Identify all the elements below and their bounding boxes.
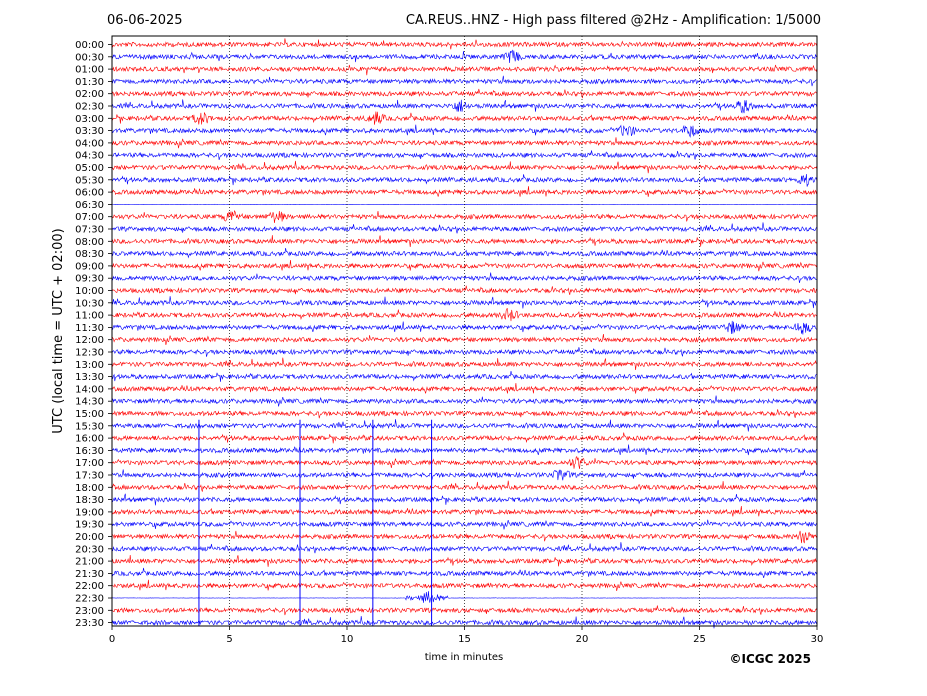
y-tick-label: 10:00 xyxy=(75,286,104,297)
y-tick-label: 23:00 xyxy=(75,606,104,617)
trace-0030 xyxy=(111,49,818,63)
y-tick-label: 15:30 xyxy=(75,421,104,432)
y-tick-label: 11:00 xyxy=(75,311,104,322)
y-tick-label: 23:30 xyxy=(75,618,104,629)
x-axis-label: time in minutes xyxy=(425,652,504,663)
trace-2000 xyxy=(111,530,818,544)
x-axis-ticks: 0 5 10 15 20 25 30 xyxy=(109,626,824,645)
y-tick-label: 19:00 xyxy=(75,507,104,518)
y-tick-label: 00:00 xyxy=(75,40,104,51)
y-tick-label: 03:00 xyxy=(75,114,104,125)
trace-1130 xyxy=(111,320,818,335)
y-tick-label: 08:00 xyxy=(75,237,104,248)
y-tick-label: 13:30 xyxy=(75,372,104,383)
y-tick-label: 03:30 xyxy=(75,126,104,137)
y-tick-label: 21:30 xyxy=(75,569,104,580)
y-tick-label: 06:30 xyxy=(75,200,104,211)
x-tick-label: 10 xyxy=(341,634,354,645)
trace-0700 xyxy=(111,209,818,223)
trace-0430 xyxy=(111,150,818,161)
x-tick-label: 20 xyxy=(576,634,589,645)
date-label: 06-06-2025 xyxy=(107,13,183,28)
y-tick-label: 11:30 xyxy=(75,323,104,334)
x-tick-label: 25 xyxy=(693,634,706,645)
y-tick-label: 06:00 xyxy=(75,188,104,199)
y-tick-label: 05:00 xyxy=(75,163,104,174)
y-tick-label: 01:30 xyxy=(75,77,104,88)
trace-0600 xyxy=(111,186,818,197)
y-tick-label: 18:00 xyxy=(75,483,104,494)
y-tick-label: 07:00 xyxy=(75,212,104,223)
y-tick-label: 15:00 xyxy=(75,409,104,420)
trace-1430 xyxy=(111,395,818,407)
y-tick-label: 16:30 xyxy=(75,446,104,457)
trace-0800 xyxy=(111,235,818,248)
trace-0100 xyxy=(111,64,818,76)
y-tick-label: 20:30 xyxy=(75,544,104,555)
y-axis-label: UTC (local time = UTC + 02:00) xyxy=(51,228,66,433)
y-tick-label: 07:30 xyxy=(75,225,104,236)
y-tick-label: 05:30 xyxy=(75,175,104,186)
y-tick-label: 19:30 xyxy=(75,520,104,531)
y-tick-label: 09:00 xyxy=(75,261,104,272)
trace-0300 xyxy=(111,111,817,125)
y-tick-label: 10:30 xyxy=(75,298,104,309)
x-tick-label: 5 xyxy=(226,634,232,645)
x-tick-label: 0 xyxy=(109,634,115,645)
y-tick-label: 02:00 xyxy=(75,89,104,100)
y-tick-label: 17:30 xyxy=(75,471,104,482)
y-tick-label: 17:00 xyxy=(75,458,104,469)
y-tick-label: 08:30 xyxy=(75,249,104,260)
trace-1000 xyxy=(111,285,818,295)
trace-0000 xyxy=(111,38,818,50)
trace-0530 xyxy=(111,173,818,187)
y-tick-label: 02:30 xyxy=(75,102,104,113)
y-tick-label: 14:30 xyxy=(75,397,104,408)
chart-title: CA.REUS..HNZ - High pass filtered @2Hz -… xyxy=(406,13,821,28)
grid-lines xyxy=(229,36,700,626)
y-tick-label: 21:00 xyxy=(75,557,104,568)
trace-1630 xyxy=(111,444,818,456)
y-tick-label: 12:30 xyxy=(75,348,104,359)
y-tick-label: 16:00 xyxy=(75,434,104,445)
y-tick-label: 04:30 xyxy=(75,151,104,162)
y-tick-label: 22:00 xyxy=(75,581,104,592)
x-tick-label: 30 xyxy=(811,634,824,645)
y-tick-label: 01:00 xyxy=(75,65,104,76)
y-tick-label: 18:30 xyxy=(75,495,104,506)
y-tick-label: 22:30 xyxy=(75,594,104,605)
y-tick-label: 04:00 xyxy=(75,138,104,149)
copyright-label: ©ICGC 2025 xyxy=(729,652,811,666)
trace-0200 xyxy=(111,88,818,99)
y-tick-label: 09:30 xyxy=(75,274,104,285)
y-tick-label: 20:00 xyxy=(75,532,104,543)
trace-0930 xyxy=(111,272,817,284)
trace-1100 xyxy=(111,308,818,322)
y-tick-label: 13:00 xyxy=(75,360,104,371)
x-tick-label: 15 xyxy=(458,634,471,645)
y-tick-label: 12:00 xyxy=(75,335,104,346)
y-tick-label: 00:30 xyxy=(75,52,104,63)
trace-2100 xyxy=(111,554,818,567)
y-tick-label: 14:00 xyxy=(75,384,104,395)
plot-frame xyxy=(111,35,818,627)
trace-1500 xyxy=(111,408,818,419)
